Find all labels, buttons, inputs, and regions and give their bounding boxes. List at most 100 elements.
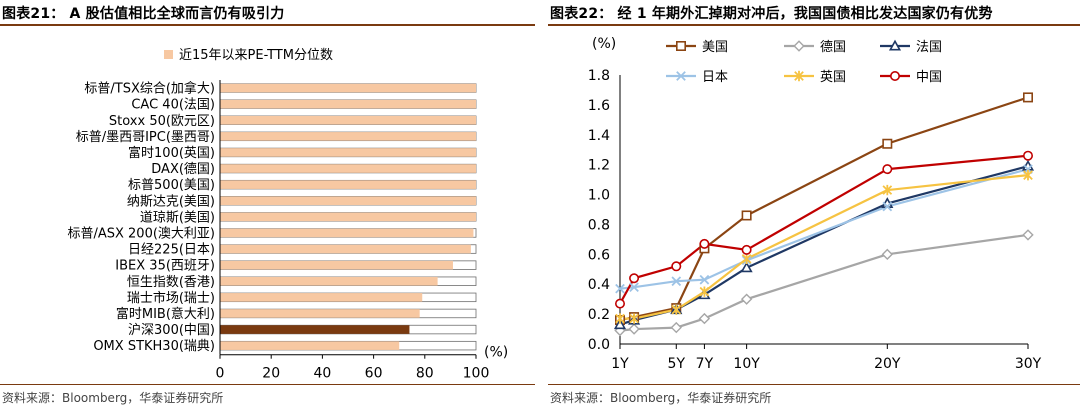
data-point	[671, 276, 682, 287]
category-label: 富时100(英国)	[128, 145, 215, 161]
left-title-rule	[0, 24, 535, 26]
data-point	[698, 312, 711, 325]
category-label: 纳斯达克(美国)	[127, 194, 215, 209]
data-point	[699, 274, 710, 285]
category-label: 日经225(日本)	[128, 243, 215, 258]
bar	[220, 212, 476, 222]
x-tick-label: 40	[313, 366, 331, 382]
legend-label: 近15年以来PE-TTM分位数	[179, 48, 333, 63]
left-source-note: 资料来源：Bloomberg，华泰证券研究所	[2, 391, 224, 405]
legend-label: 日本	[702, 70, 728, 85]
y-tick-label: 0.4	[588, 277, 610, 293]
data-point	[629, 313, 639, 324]
data-point	[1023, 169, 1033, 181]
bar	[220, 341, 400, 350]
y-tick-label: 0.8	[588, 217, 610, 233]
x-tick-label: 0	[216, 366, 225, 382]
bar	[220, 115, 476, 125]
data-point	[882, 138, 893, 149]
data-point	[671, 261, 682, 272]
x-tick-label: 60	[365, 366, 383, 382]
legend-marker	[794, 70, 804, 82]
category-label: 标普500(美国)	[128, 178, 215, 193]
legend-label: 英国	[820, 70, 846, 85]
data-point	[615, 298, 626, 309]
data-point	[629, 273, 640, 284]
data-point	[629, 282, 639, 293]
bar	[220, 228, 474, 238]
data-point	[670, 321, 682, 334]
data-point	[741, 210, 752, 221]
data-point	[1022, 229, 1034, 241]
bar	[220, 196, 476, 206]
legend-marker	[676, 71, 686, 81]
legend-label: 法国	[916, 40, 942, 55]
category-label: Stoxx 50(欧元区)	[109, 114, 215, 129]
x-tick-label: 1Y	[611, 356, 629, 372]
legend-marker	[888, 39, 902, 51]
legend-marker	[793, 40, 805, 52]
category-label: 道琼斯(美国)	[140, 210, 215, 225]
legend-label: 美国	[702, 40, 728, 55]
category-label: 标普/TSX综合(加拿大)	[84, 81, 215, 97]
x-tick-label: 30Y	[1015, 356, 1042, 372]
category-label: 富时MIB(意大利)	[116, 306, 215, 322]
x-tick-label: 20	[262, 366, 280, 382]
data-point	[1022, 150, 1033, 161]
x-tick-label: 20Y	[874, 356, 901, 372]
data-point	[740, 293, 753, 305]
bar	[220, 164, 476, 173]
bar	[220, 83, 476, 93]
data-point	[613, 318, 627, 330]
bar	[220, 99, 476, 109]
series-line	[619, 233, 1029, 332]
bar	[220, 309, 420, 318]
y-unit-label: (%)	[592, 36, 616, 52]
category-label: 标普/ASX 200(澳大利亚)	[67, 225, 215, 241]
bar	[220, 132, 476, 141]
left-figure-panel: 图表21： A 股估值相比全球而言仍有吸引力 近15年以来PE-TTM分位数 标普…	[0, 0, 535, 411]
category-label: IBEX 35(西班牙)	[115, 259, 215, 274]
data-point	[628, 323, 640, 335]
y-tick-label: 0.2	[588, 307, 610, 323]
right-source-note: 资料来源：Bloomberg，华泰证券研究所	[550, 391, 772, 405]
category-label: 标普/墨西哥IPC(墨西哥)	[76, 130, 215, 145]
legend-label: 德国	[820, 40, 846, 55]
series-line	[619, 168, 1029, 290]
y-tick-label: 1.6	[588, 98, 610, 114]
left-source-rule	[0, 384, 535, 385]
category-label: DAX(德国)	[151, 162, 215, 177]
data-point	[882, 184, 893, 196]
x-tick-label: 5Y	[668, 356, 686, 372]
category-label: 沪深300(中国)	[128, 322, 215, 338]
bar	[220, 148, 476, 157]
y-tick-label: 0.0	[588, 337, 610, 353]
bar	[220, 244, 471, 254]
data-point	[615, 313, 625, 324]
bar	[220, 325, 410, 334]
right-figure-panel: 图表22： 经 1 年期外汇掉期对冲后，我国国债相比发达国家仍有优势 (%) 0.…	[548, 0, 1080, 411]
y-tick-label: 1.2	[588, 158, 610, 174]
series-line	[619, 96, 1029, 322]
bar	[220, 260, 453, 270]
x-tick-label: 80	[416, 366, 434, 382]
bar	[220, 276, 438, 286]
x-unit-label: (%)	[484, 345, 508, 361]
right-title-rule	[548, 24, 1080, 26]
right-source-rule	[548, 384, 1080, 385]
x-tick-label: 10Y	[733, 356, 760, 372]
data-point	[740, 261, 753, 273]
data-point	[671, 304, 682, 315]
data-point	[882, 164, 893, 175]
right-figure-title: 图表22： 经 1 年期外汇掉期对冲后，我国国债相比发达国家仍有优势	[550, 6, 993, 22]
y-tick-label: 1.8	[588, 68, 610, 84]
legend-swatch	[164, 50, 173, 59]
legend-marker	[676, 40, 687, 51]
data-point	[881, 248, 893, 261]
x-tick-label: 7Y	[696, 356, 714, 372]
y-tick-label: 0.6	[588, 247, 610, 263]
category-label: CAC 40(法国)	[131, 98, 215, 113]
line-chart: (%) 0.0 0.2 0.4 0.6 0.8 1.0 1.2 1.4 1.6 1.8 1Y 5Y 7Y 1…	[588, 36, 1042, 372]
data-point	[741, 253, 752, 265]
